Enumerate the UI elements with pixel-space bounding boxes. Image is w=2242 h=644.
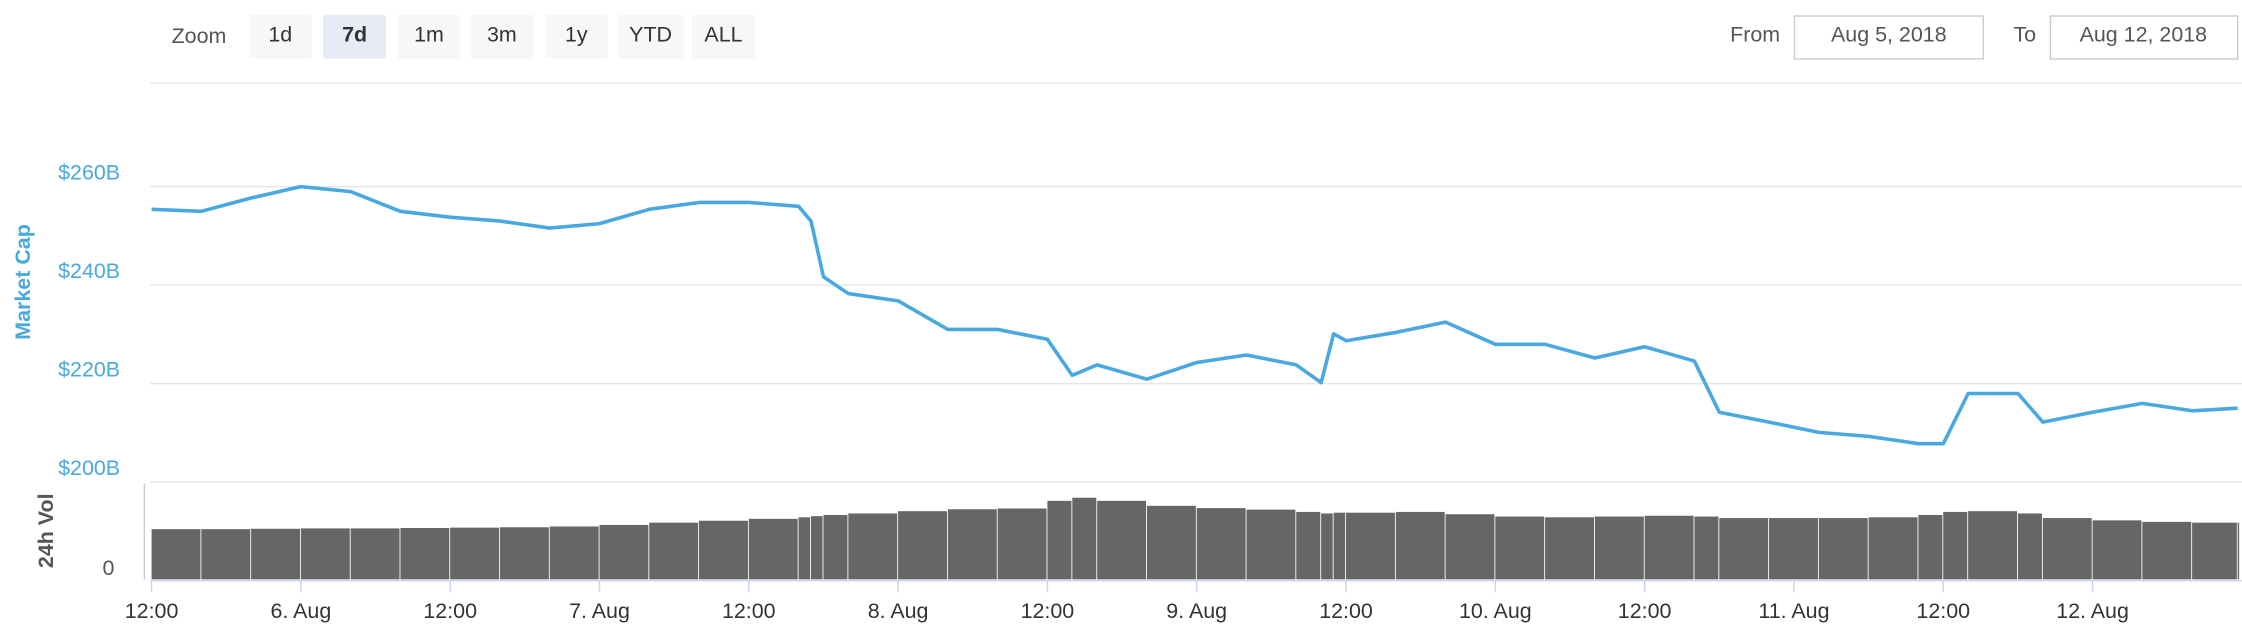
volume-bar — [300, 528, 350, 580]
zoom-button[interactable] — [470, 14, 534, 59]
zoom-button-label[interactable]: 1y — [565, 23, 588, 47]
x-tick-label: 7. Aug — [569, 599, 630, 623]
volume-bar — [1644, 515, 1694, 580]
volume-bar — [1246, 509, 1296, 580]
volume-bar — [997, 508, 1047, 580]
from-input[interactable] — [1793, 15, 1984, 60]
zoom-button[interactable] — [323, 14, 387, 59]
volume-bar — [251, 528, 301, 580]
volume-bar — [848, 513, 898, 580]
volume-bar — [1321, 513, 1333, 580]
volume-bar — [2192, 522, 2237, 580]
from-label: From — [1730, 23, 1780, 47]
zoom-button[interactable] — [544, 14, 608, 59]
volume-bar — [1868, 517, 1918, 580]
volume-bar — [1769, 518, 1818, 580]
zoom-label: Zoom — [172, 24, 227, 48]
volume-bar — [499, 527, 549, 580]
to-value[interactable]: Aug 12, 2018 — [2080, 23, 2208, 47]
volume-bar — [2017, 513, 2042, 580]
volume-bar — [898, 511, 948, 580]
volume-bar — [1047, 500, 1072, 580]
volume-bar — [699, 520, 748, 580]
x-tick-label: 12:00 — [1618, 599, 1672, 623]
volume-bar — [947, 509, 997, 580]
y-tick-label: $220B — [58, 357, 120, 381]
volume-bar — [1072, 497, 1097, 580]
volume-bar — [2042, 518, 2092, 580]
volume-bar — [1968, 511, 2018, 580]
x-tick-label: 12. Aug — [2056, 599, 2129, 623]
zoom-button-label[interactable]: YTD — [629, 23, 672, 47]
market-cap-line — [151, 184, 2238, 446]
x-tick-label: 10. Aug — [1459, 599, 1532, 623]
zoom-button-label[interactable]: 3m — [487, 23, 517, 47]
volume-bar — [1097, 500, 1147, 580]
volume-bar — [599, 524, 649, 580]
volume-bar — [1594, 516, 1644, 580]
volume-bar — [1196, 508, 1246, 580]
to-label: To — [2013, 23, 2036, 47]
volume-bar — [151, 529, 201, 580]
volume-bar — [1296, 511, 1321, 580]
volume-bar — [1495, 516, 1545, 580]
zoom-button-label[interactable]: 1m — [414, 23, 444, 47]
volume-bar — [1719, 518, 1769, 580]
zoom-button[interactable] — [397, 14, 461, 59]
volume-bar — [400, 528, 450, 580]
volume-bar — [2237, 522, 2240, 580]
x-tick-label: 12:00 — [1021, 599, 1075, 623]
zoom-button-label[interactable]: 7d — [342, 23, 367, 47]
y2-tick-label: 0 — [102, 556, 114, 580]
x-tick-label: 8. Aug — [868, 599, 929, 623]
y-axis-title: Market Cap — [11, 224, 35, 340]
volume-bar — [1445, 514, 1495, 580]
x-tick-label: 11. Aug — [1758, 599, 1829, 623]
zoom-button-label[interactable]: 1d — [268, 23, 292, 47]
x-tick-label: 12:00 — [1319, 599, 1373, 623]
volume-bar — [549, 526, 599, 580]
volume-bar — [350, 528, 400, 580]
volume-bar — [811, 516, 823, 580]
volume-bar — [1818, 518, 1868, 580]
y-tick-label: $240B — [58, 259, 120, 283]
zoom-button[interactable] — [617, 14, 684, 59]
y2-axis-title: 24h Vol — [34, 493, 58, 568]
zoom-button[interactable] — [248, 14, 312, 59]
zoom-button-label[interactable]: ALL — [704, 23, 742, 47]
volume-bar — [1694, 516, 1719, 580]
volume-bar — [1346, 512, 1395, 580]
y-tick-label: $260B — [58, 160, 120, 184]
volume-bar — [450, 527, 500, 580]
volume-bar — [201, 529, 251, 580]
volume-bar — [1146, 505, 1196, 580]
volume-bar — [798, 517, 811, 580]
to-input[interactable] — [2049, 15, 2239, 60]
volume-bar — [2142, 521, 2192, 580]
volume-bar — [1333, 512, 1346, 580]
x-tick-label: 6. Aug — [270, 599, 331, 623]
volume-bar — [748, 518, 798, 580]
y-tick-label: $200B — [58, 456, 120, 480]
volume-bar — [1545, 517, 1595, 580]
volume-bar — [2092, 520, 2142, 580]
volume-bar — [1395, 511, 1445, 580]
x-tick-label: 12:00 — [1916, 599, 1970, 623]
volume-bar — [1943, 511, 1968, 580]
x-tick-label: 12:00 — [125, 599, 179, 623]
x-tick-label: 12:00 — [722, 599, 776, 623]
volume-bar — [649, 522, 699, 580]
volume-bar — [1918, 514, 1943, 580]
volume-bar — [823, 514, 848, 580]
from-value[interactable]: Aug 5, 2018 — [1831, 23, 1947, 47]
x-tick-label: 12:00 — [423, 599, 477, 623]
x-tick-label: 9. Aug — [1166, 599, 1227, 623]
zoom-button[interactable] — [692, 14, 755, 59]
